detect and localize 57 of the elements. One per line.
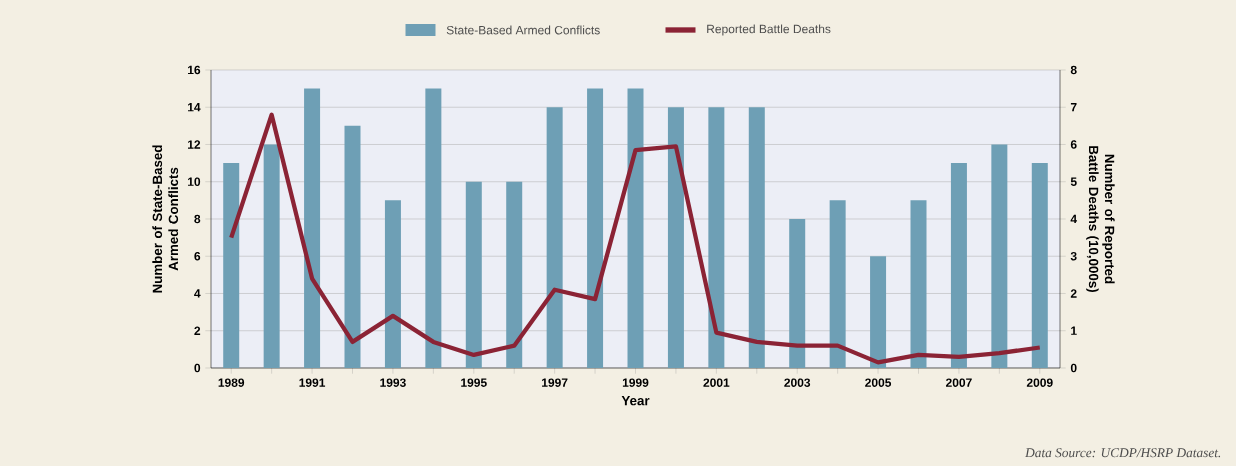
- bar: [708, 107, 725, 368]
- bar: [223, 163, 240, 368]
- y2-tick-label: 2: [1070, 289, 1077, 298]
- y-tick-label: 2: [194, 326, 201, 335]
- y2-tick-label: 4: [1070, 214, 1078, 224]
- y2-tick-label: 7: [1070, 103, 1077, 112]
- bar: [506, 181, 523, 368]
- bar: [627, 88, 644, 368]
- x-tick-label: 1991: [299, 378, 326, 387]
- y-tick-label: 16: [188, 65, 201, 75]
- legend-label: Reported Battle Deaths: [707, 24, 831, 36]
- x-tick-label: 1989: [218, 378, 245, 387]
- y2-tick-label: 0: [1070, 363, 1077, 373]
- bar: [546, 107, 563, 368]
- y-tick-label: 0: [194, 363, 201, 373]
- x-tick-label: 2003: [784, 378, 811, 387]
- y-tick-label: 8: [194, 214, 201, 224]
- bar: [465, 181, 482, 368]
- bar: [910, 200, 927, 368]
- y2-tick-label: 6: [1070, 140, 1077, 149]
- y2-tick-label: 5: [1070, 177, 1077, 186]
- y-tick-label: 6: [194, 251, 201, 261]
- x-tick-label: 1997: [542, 378, 568, 387]
- x-tick-label: 2009: [1026, 378, 1053, 387]
- bar: [950, 163, 967, 368]
- x-tick-label: 2005: [865, 378, 892, 387]
- y-axis-title: Number of State-Based Armed Conflicts: [152, 145, 179, 293]
- bar: [870, 256, 887, 368]
- bar: [263, 144, 280, 368]
- x-tick-label: 2001: [703, 378, 730, 387]
- y2-axis-title: Number of Reported Battle Deaths (10,000s): [1086, 146, 1115, 293]
- x-tick-label: 1993: [380, 378, 406, 387]
- bar: [587, 88, 604, 368]
- bar: [789, 218, 806, 368]
- line-series: [229, 112, 1042, 365]
- x-tick-label: 2007: [946, 378, 972, 387]
- x-tick-label: 1995: [461, 378, 487, 387]
- bar: [304, 88, 321, 368]
- bar: [991, 144, 1008, 368]
- y-tick-label: 10: [188, 177, 201, 186]
- x-axis-title: Year: [621, 396, 650, 406]
- y2-tick-label: 1: [1071, 326, 1077, 335]
- y-tick-label: 12: [188, 140, 201, 149]
- bar: [829, 200, 846, 368]
- y-tick-label: 4: [194, 289, 201, 298]
- source-note: Data Source: UCDP/HSRP Dataset.: [1025, 448, 1221, 458]
- y2-tick-label: 8: [1070, 65, 1077, 75]
- bar: [384, 200, 401, 368]
- bar: [667, 107, 684, 368]
- y-tick-label: 14: [188, 103, 201, 112]
- bar: [425, 88, 442, 368]
- bar: [1031, 163, 1048, 368]
- y2-tick-label: 3: [1070, 251, 1077, 261]
- x-tick-label: 1999: [622, 378, 649, 387]
- legend-label: State-Based Armed Conflicts: [446, 25, 600, 35]
- bar: [748, 107, 765, 368]
- bar: [344, 125, 361, 368]
